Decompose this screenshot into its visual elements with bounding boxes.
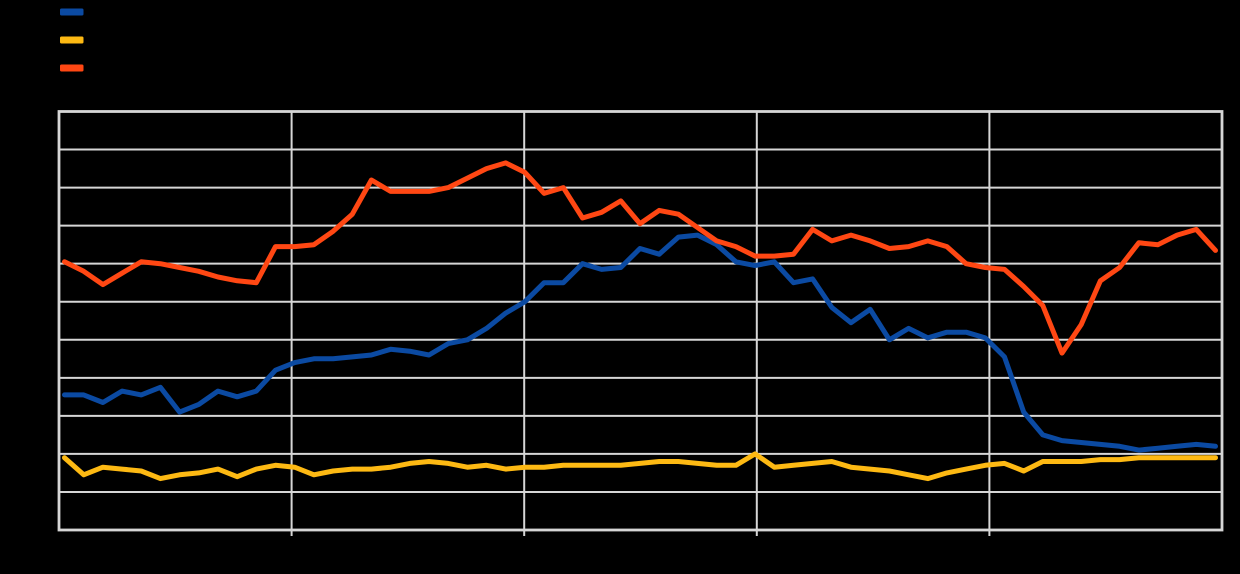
legend-key-orange <box>60 64 84 72</box>
legend-key-blue <box>60 8 84 16</box>
legend-key-yellow <box>60 36 84 44</box>
series-layer <box>62 160 1218 482</box>
series-line-yellow <box>62 451 1218 482</box>
grid-layer <box>57 110 1224 536</box>
series-line-blue <box>62 232 1218 453</box>
plot-border <box>57 110 1224 532</box>
legend <box>60 8 84 72</box>
series-line-orange <box>62 160 1218 356</box>
